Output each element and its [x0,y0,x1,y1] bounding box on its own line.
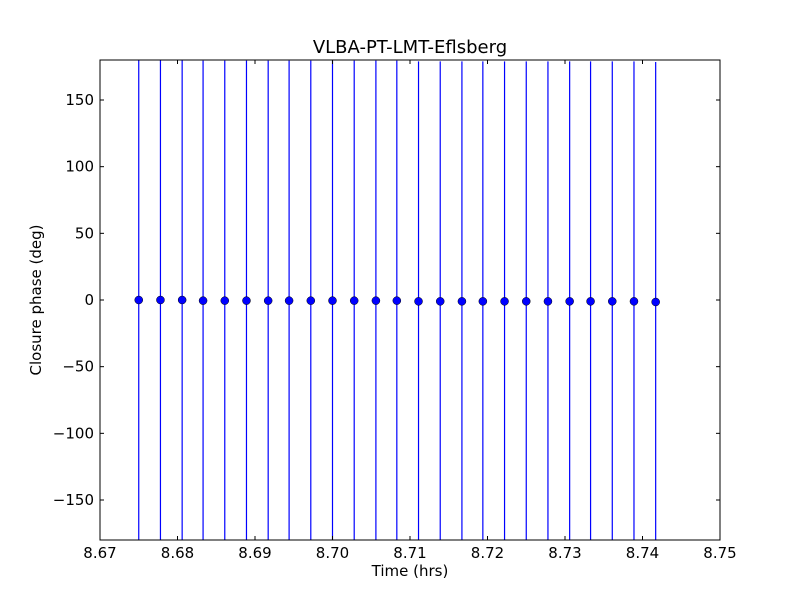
data-point [177,295,187,305]
data-point [349,296,359,305]
data-point [220,296,230,305]
y-tick-label: 50 [75,224,94,242]
y-tick-label: 150 [65,91,94,109]
y-tick-label: −150 [53,491,94,509]
data-point [543,297,553,306]
x-tick-label: 8.72 [471,544,504,562]
y-tick-label: −100 [53,424,94,442]
data-point [457,297,467,306]
x-tick-label: 8.69 [238,544,271,562]
data-point [651,297,660,307]
data-point [306,296,316,305]
data-point [263,296,273,305]
plot-frame [99,59,721,541]
data-point [586,297,595,306]
x-tick-label: 8.74 [626,544,659,562]
data-point [328,296,337,305]
data-point [134,295,143,305]
x-tick-label: 8.73 [548,544,581,562]
data-point [629,297,639,306]
data-point [565,297,574,306]
chart-title: VLBA-PT-LMT-Eflsberg [313,37,507,58]
x-tick-label: 8.70 [316,544,349,562]
x-tick-label: 8.75 [703,544,736,562]
data-point [242,296,251,305]
data-point [198,296,208,305]
data-layer [134,60,660,540]
data-point [156,295,165,305]
y-tick-label: 100 [65,158,94,176]
data-point [500,297,509,306]
plot-background [100,60,720,540]
x-tick-label: 8.68 [161,544,194,562]
data-point [371,296,381,305]
axis-ticks: 8.67 8.68 8.69 8.70 8.71 8.72 8.73 8.74 8.75 −150… [53,60,737,562]
data-point [478,297,488,306]
y-tick-label: 0 [84,291,94,309]
x-tick-label: 8.71 [393,544,426,562]
data-point [392,296,402,305]
data-point [435,297,445,306]
data-point [414,297,423,306]
x-axis-label: Time (hrs) [371,562,449,580]
x-tick-label: 8.67 [83,544,116,562]
y-axis-label: Closure phase (deg) [27,225,45,376]
data-point [522,297,531,306]
data-point [608,297,617,306]
data-point [284,296,294,305]
y-tick-label: −50 [62,358,94,376]
